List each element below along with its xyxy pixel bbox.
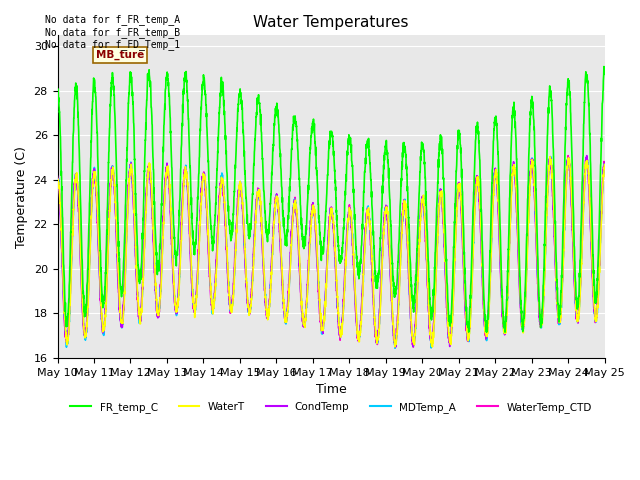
Y-axis label: Temperature (C): Temperature (C) — [15, 145, 28, 248]
Text: MB_ture: MB_ture — [96, 50, 144, 60]
Text: No data for f_FR_temp_A
No data for f_FR_temp_B
No data for f_FD_Temp_1: No data for f_FR_temp_A No data for f_FR… — [45, 14, 180, 50]
X-axis label: Time: Time — [316, 383, 346, 396]
Legend: FR_temp_C, WaterT, CondTemp, MDTemp_A, WaterTemp_CTD: FR_temp_C, WaterT, CondTemp, MDTemp_A, W… — [67, 398, 596, 417]
Title: Water Temperatures: Water Temperatures — [253, 15, 409, 30]
